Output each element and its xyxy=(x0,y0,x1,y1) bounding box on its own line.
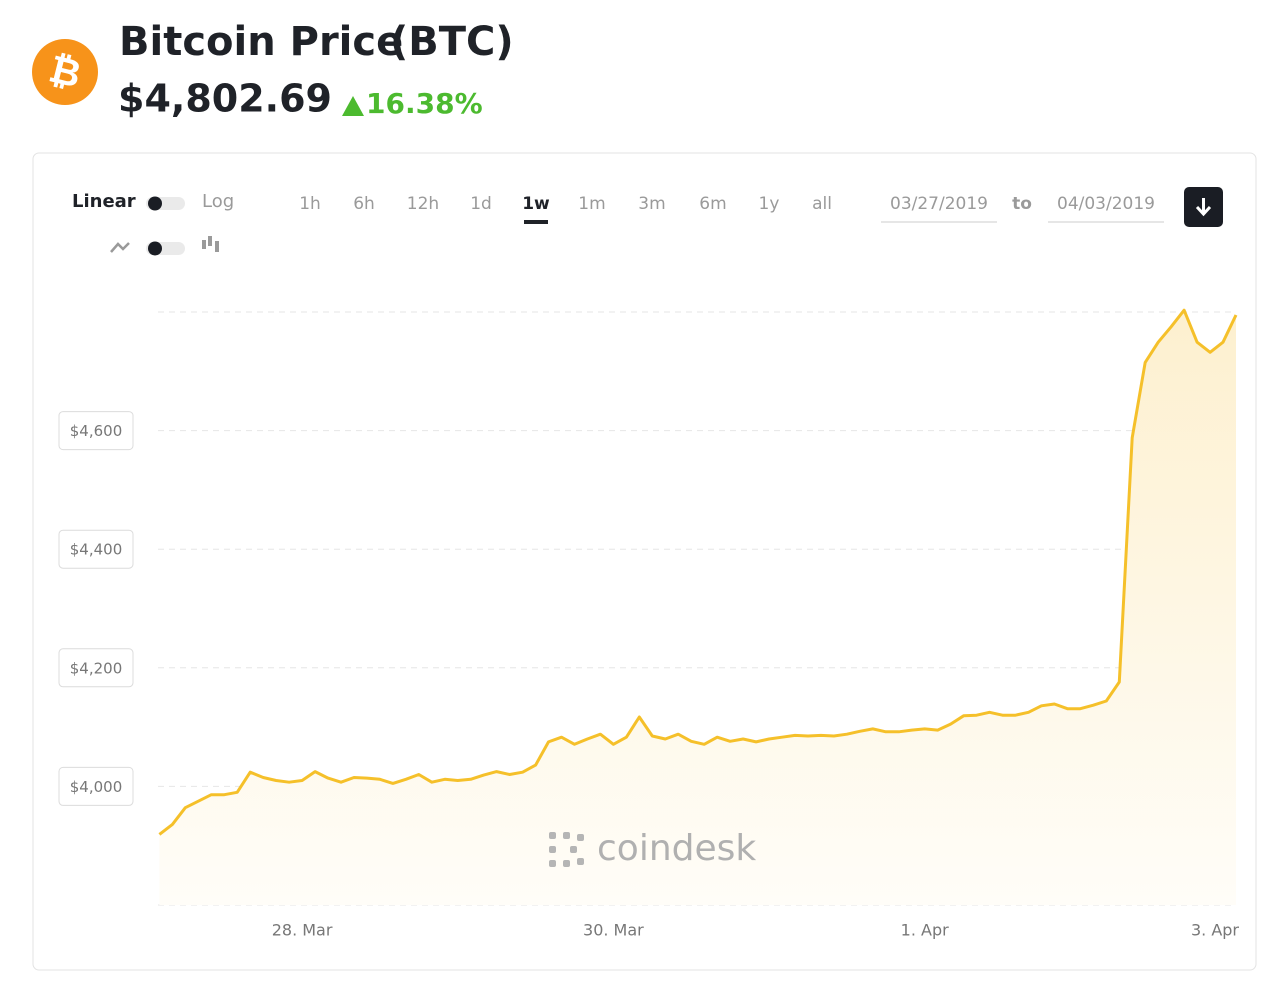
y-tick-label: $4,000 xyxy=(70,778,123,796)
y-tick-box xyxy=(58,529,134,569)
range-button[interactable]: 6h xyxy=(353,194,375,214)
watermark-text: coindesk xyxy=(597,828,756,869)
y-tick-box xyxy=(58,648,134,688)
y-tick-label: $4,600 xyxy=(70,422,123,440)
range-button[interactable]: 3m xyxy=(638,194,665,214)
toggle-knob xyxy=(148,241,162,256)
date-from[interactable]: 03/27/2019 xyxy=(890,194,988,214)
range-button[interactable]: 1w xyxy=(522,194,550,214)
y-tick-label: $4,400 xyxy=(70,541,123,559)
scale-linear[interactable]: Linear xyxy=(72,191,136,212)
btc-logo xyxy=(32,39,98,105)
range-button[interactable]: 1h xyxy=(299,194,321,214)
x-tick-label: 3. Apr xyxy=(1191,921,1239,940)
x-tick-label: 30. Mar xyxy=(583,921,644,940)
y-tick-label: $4,200 xyxy=(70,659,123,677)
download-icon xyxy=(1195,198,1212,217)
range-button[interactable]: 1d xyxy=(470,194,492,214)
range-button[interactable]: 1y xyxy=(759,194,780,214)
x-tick-label: 28. Mar xyxy=(272,921,333,940)
line-icon[interactable] xyxy=(110,242,130,253)
date-separator: to xyxy=(1012,194,1032,214)
ticker: (BTC) xyxy=(390,19,514,65)
scale-log[interactable]: Log xyxy=(202,191,234,212)
area xyxy=(159,310,1236,905)
y-tick-box xyxy=(58,766,134,806)
range-button[interactable]: all xyxy=(812,194,832,214)
change: 16.38% xyxy=(366,87,483,120)
price-line xyxy=(158,308,1238,836)
watermark xyxy=(549,832,584,867)
range-button[interactable]: 1m xyxy=(578,194,605,214)
range-button[interactable]: 12h xyxy=(407,194,439,214)
title: Bitcoin Price xyxy=(119,19,403,65)
candle-icon[interactable] xyxy=(202,236,219,252)
date-to[interactable]: 04/03/2019 xyxy=(1057,194,1155,214)
range-underline xyxy=(524,220,548,224)
price: $4,802.69 xyxy=(118,77,332,121)
range-button[interactable]: 6m xyxy=(699,194,726,214)
up-arrow xyxy=(342,96,364,116)
y-tick-box xyxy=(58,411,134,451)
toggle-knob xyxy=(148,196,162,211)
x-tick-label: 1. Apr xyxy=(901,921,949,940)
